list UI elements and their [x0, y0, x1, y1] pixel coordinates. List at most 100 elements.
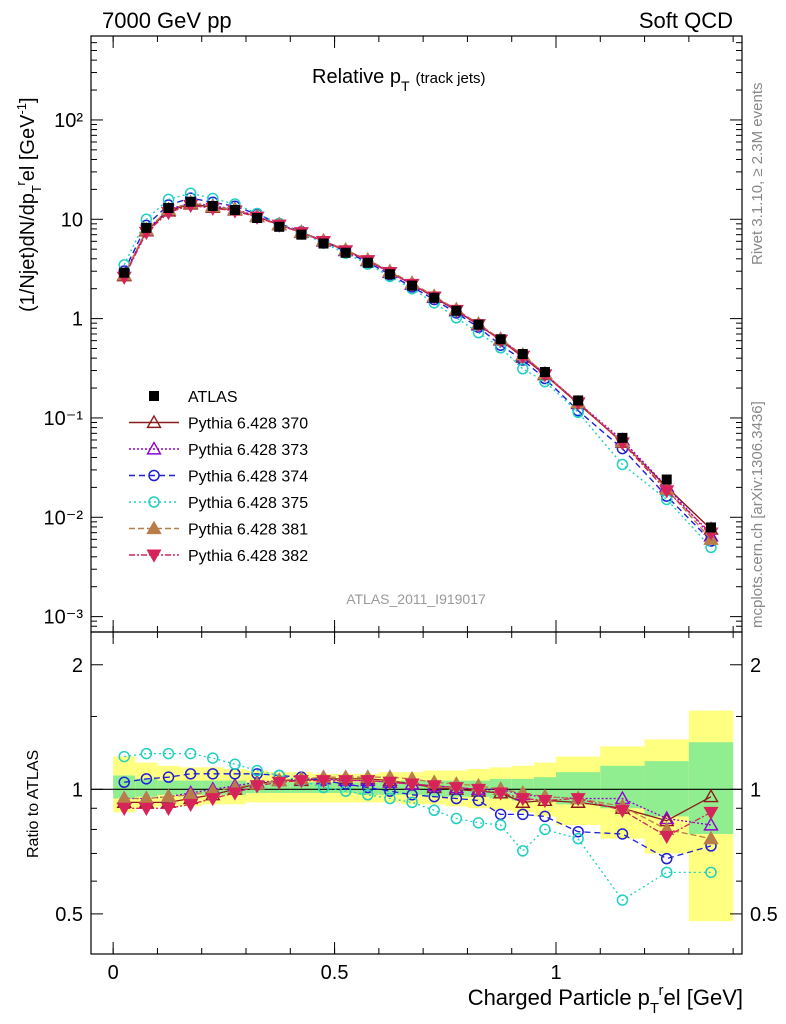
- ratio-series-point: [116, 802, 132, 816]
- ratio-series-pythia-6-428-382: [116, 775, 719, 845]
- ratio-series-point: [472, 817, 485, 829]
- ratio-series-point: [537, 794, 553, 809]
- ratio-series-point: [138, 802, 154, 816]
- atlas-data-point: [573, 395, 584, 406]
- atlas-data-point: [340, 247, 351, 258]
- ratio-series-point: [703, 817, 719, 831]
- ratio-series-point: [360, 775, 376, 789]
- series-line: [123, 202, 712, 540]
- ratio-series-point: [183, 798, 199, 813]
- series-pythia-6-428-374: [118, 192, 717, 547]
- legend-entry: Pythia 6.428 374: [129, 469, 308, 486]
- legend-label: Pythia 6.428 381: [188, 522, 308, 539]
- atlas-data-point: [539, 367, 550, 378]
- legend-entry: Pythia 6.428 373: [129, 441, 308, 459]
- top-y-axis-label: (1/Njet)dN/dpTrel [GeV-1]: [13, 97, 44, 312]
- ratio-band-green: [157, 780, 180, 795]
- legend-label: Pythia 6.428 375: [188, 495, 308, 512]
- ratio-series-point: [293, 775, 309, 789]
- atlas-data-point: [473, 319, 484, 330]
- atlas-data-point: [451, 305, 462, 316]
- atlas-data-point: [617, 432, 628, 443]
- ratio-series-point: [659, 830, 675, 845]
- ratio-series-point: [705, 866, 717, 879]
- ratio-series-point: [162, 747, 175, 760]
- atlas-data-point: [229, 204, 240, 215]
- series-point: [659, 485, 675, 499]
- atlas-data-point: [207, 201, 218, 212]
- ratio-y-axis-label: Ratio to ATLAS: [25, 750, 42, 858]
- ratio-series-point: [450, 812, 463, 825]
- ratio-series-point: [160, 802, 177, 816]
- ratio-series-point: [539, 810, 551, 823]
- legend-entry: Pythia 6.428 375: [129, 495, 308, 512]
- ratio-series-point: [140, 747, 153, 760]
- series-pythia-6-428-373: [116, 194, 719, 542]
- legend-marker: [146, 520, 162, 535]
- ratio-series-point: [249, 780, 265, 794]
- series-line: [123, 192, 712, 548]
- ratio-series-pythia-6-428-375: [118, 747, 717, 906]
- ratio-series-point: [515, 794, 531, 808]
- series-pythia-6-428-381: [116, 195, 719, 545]
- axis-ticks: 0 0.5 1 10⁻³ 10⁻² 10⁻¹ 1 10 10² 0.5 0.5 1 1 2 2: [44, 35, 778, 984]
- ratio-band-green: [135, 778, 158, 797]
- ratio-series-point: [184, 747, 197, 760]
- ratio-series-point: [227, 787, 243, 801]
- legend-entry: Pythia 6.428 382: [129, 548, 308, 565]
- ratio-series-point: [660, 866, 673, 879]
- top-y-tick-label: 10⁻¹: [44, 408, 84, 430]
- ratio-series-point: [338, 775, 354, 789]
- x-axis-label: Charged Particle pTrel [GeV]: [468, 982, 743, 1017]
- top-panel-frame: [90, 35, 743, 633]
- series-line: [123, 201, 712, 537]
- ratio-series-point: [470, 783, 487, 798]
- ratio-y-tick-label-left: 2: [72, 655, 83, 677]
- plot-title: Relative pT (track jets): [312, 66, 486, 94]
- process-label: Soft QCD: [639, 8, 733, 33]
- ratio-series-point: [162, 771, 175, 783]
- ratio-series-point: [160, 788, 177, 803]
- ratio-series-point: [140, 773, 153, 785]
- ratio-panel-frame: [90, 631, 743, 955]
- atlas-data-point: [362, 257, 373, 268]
- legend-label: Pythia 6.428 370: [188, 416, 308, 433]
- atlas-data-point: [141, 222, 152, 233]
- analysis-id: ATLAS_2011_I919017: [346, 591, 486, 607]
- ratio-series-point: [184, 768, 197, 780]
- x-tick-label: 0: [108, 962, 119, 984]
- ratio-series-point: [207, 752, 219, 764]
- ratio-series-point: [118, 776, 130, 789]
- ratio-series-point: [384, 792, 396, 805]
- ratio-series-point: [404, 778, 420, 792]
- legend: ATLAS Pythia 6.428 370 Pythia 6.428 373 Pyt…: [129, 389, 308, 565]
- atlas-data-point: [706, 522, 716, 533]
- ratio-series-point: [428, 804, 440, 817]
- ratio-y-tick-label-right: 2: [750, 655, 761, 677]
- series-line: [123, 197, 712, 542]
- legend-marker: [146, 549, 162, 563]
- ratio-series-point: [207, 768, 219, 780]
- ratio-series-point: [229, 758, 241, 770]
- legend-marker: [149, 391, 159, 401]
- ratio-y-tick-label-right: 0.5: [750, 904, 778, 926]
- ratio-y-tick-label-left: 0.5: [55, 904, 83, 926]
- top-y-tick-label: 10²: [54, 110, 83, 132]
- ratio-series-point: [315, 775, 332, 789]
- energy-label: 7000 GeV pp: [102, 8, 232, 33]
- ratio-series-point: [118, 750, 130, 763]
- ratio-series-point: [515, 793, 531, 807]
- atlas-data-point: [163, 202, 174, 213]
- top-series-layer: [116, 187, 719, 554]
- atlas-data-point: [185, 196, 196, 207]
- ratio-series-point: [251, 764, 263, 777]
- legend-label: Pythia 6.428 373: [188, 442, 308, 459]
- atlas-data-point: [495, 334, 506, 345]
- ratio-series-point: [406, 796, 418, 809]
- legend-label: Pythia 6.428 374: [188, 469, 308, 486]
- atlas-data-point: [119, 267, 130, 278]
- ratio-series-point: [572, 832, 584, 845]
- legend-marker: [148, 496, 160, 508]
- ratio-series-point: [616, 894, 629, 906]
